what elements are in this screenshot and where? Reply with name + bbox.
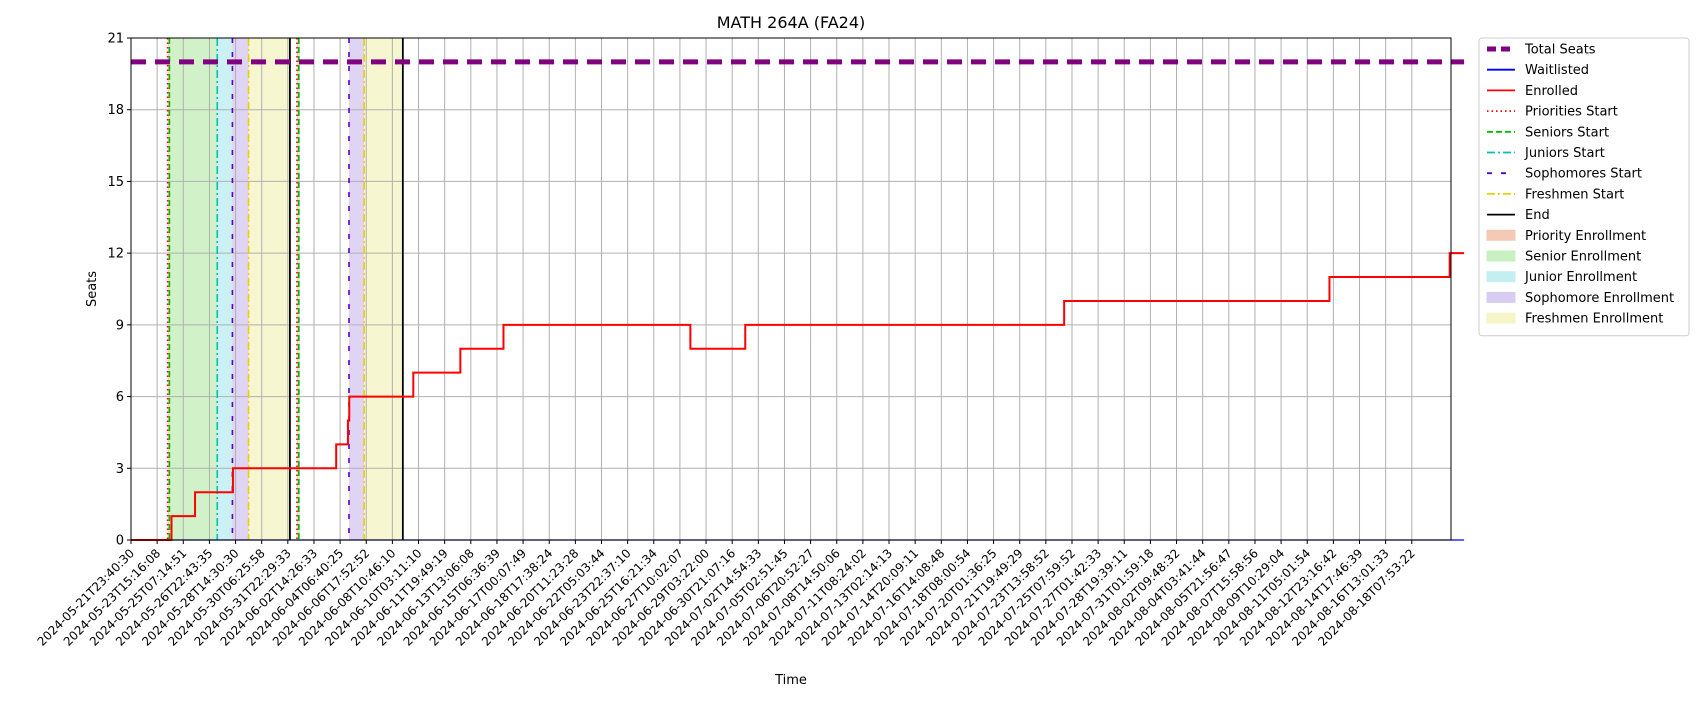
legend-label: Sophomore Enrollment bbox=[1525, 291, 1674, 306]
legend-label: Waitlisted bbox=[1525, 63, 1589, 78]
legend-label: Enrolled bbox=[1525, 84, 1578, 99]
region-priority-enrollment bbox=[167, 38, 170, 540]
series-enrolled bbox=[131, 252, 1465, 541]
legend-label: Total Seats bbox=[1524, 43, 1596, 58]
y-tick-label: 6 bbox=[116, 390, 124, 405]
y-axis-label: Seats bbox=[85, 271, 100, 307]
y-tick-label: 12 bbox=[107, 247, 124, 262]
plot-frame bbox=[130, 37, 1452, 541]
legend-label: Freshmen Enrollment bbox=[1525, 312, 1663, 327]
chart-title: MATH 264A (FA24) bbox=[717, 13, 866, 32]
region-sophomore-enrollment bbox=[348, 38, 365, 540]
legend-swatch bbox=[1486, 271, 1516, 283]
y-axis-ticks: 0 3 6 9 12 15 18 21 bbox=[107, 32, 131, 549]
legend-swatch bbox=[1486, 312, 1516, 324]
shaded-regions bbox=[167, 38, 403, 540]
legend-label: Juniors Start bbox=[1524, 146, 1605, 161]
legend-swatch bbox=[1486, 250, 1516, 262]
region-senior-enrollment bbox=[169, 38, 218, 540]
region-freshmen-enrollment bbox=[364, 38, 403, 540]
region-freshmen-enrollment bbox=[248, 38, 290, 540]
region-priority-enrollment bbox=[296, 38, 299, 540]
region-senior-enrollment bbox=[298, 38, 300, 540]
legend-label: Junior Enrollment bbox=[1524, 270, 1637, 285]
gridlines bbox=[130, 37, 1451, 541]
legend-label: Priority Enrollment bbox=[1525, 229, 1646, 244]
y-tick-label: 21 bbox=[107, 32, 124, 47]
legend-label: Priorities Start bbox=[1525, 105, 1618, 120]
phase-marker-lines bbox=[166, 38, 404, 540]
legend-label: Freshmen Start bbox=[1525, 187, 1624, 202]
y-tick-label: 18 bbox=[107, 103, 124, 118]
x-axis-ticks: 2024-05-21T23:40:302024-05-23T15:16:0820… bbox=[35, 540, 1418, 649]
y-tick-label: 9 bbox=[116, 318, 124, 333]
legend-label: Senior Enrollment bbox=[1525, 250, 1641, 265]
y-tick-label: 3 bbox=[116, 462, 124, 477]
legend-label: End bbox=[1525, 208, 1550, 223]
y-tick-label: 15 bbox=[107, 175, 124, 190]
legend: Total Seats Waitlisted Enrolled Priorities … bbox=[1478, 37, 1690, 337]
legend-box bbox=[1478, 37, 1690, 337]
legend-swatch bbox=[1486, 229, 1516, 241]
region-sophomore-enrollment bbox=[232, 38, 249, 540]
region-junior-enrollment bbox=[217, 38, 233, 540]
legend-label: Sophomores Start bbox=[1525, 167, 1642, 182]
legend-label: Seniors Start bbox=[1525, 125, 1609, 140]
y-tick-label: 0 bbox=[116, 534, 124, 549]
legend-swatch bbox=[1486, 291, 1516, 303]
x-axis-label: Time bbox=[774, 673, 807, 688]
